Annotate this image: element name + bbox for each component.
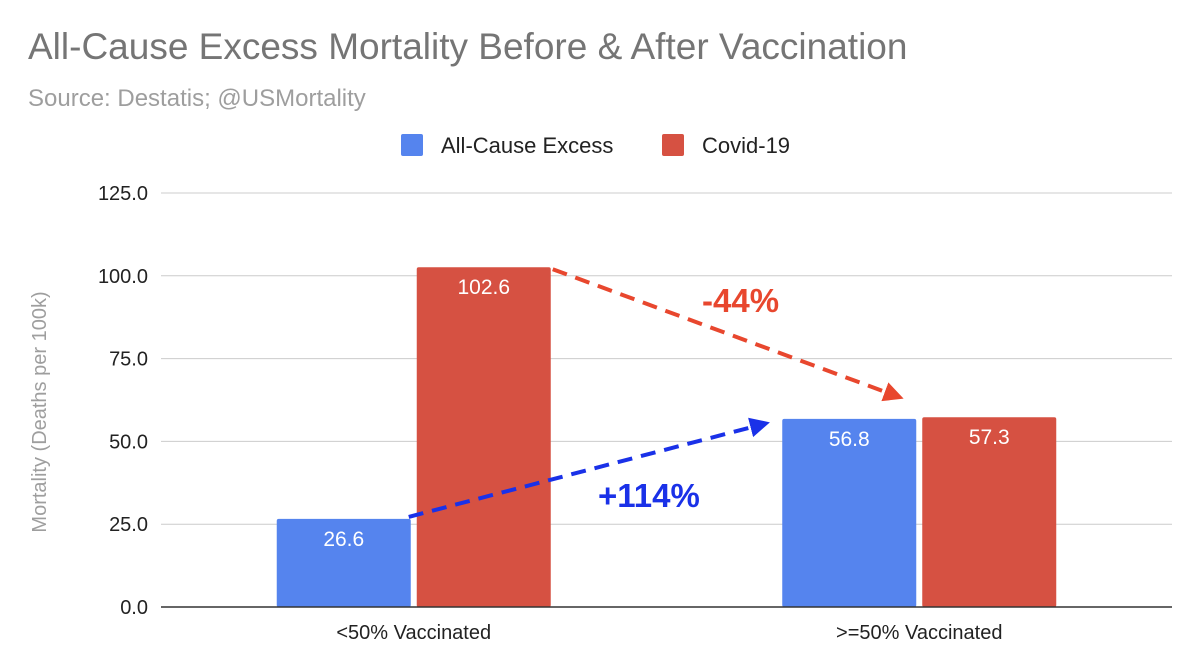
data-label: 102.6: [457, 276, 510, 299]
decline-annotation: -44%: [702, 282, 779, 319]
data-label: 57.3: [969, 426, 1010, 449]
data-label: 56.8: [829, 428, 870, 451]
growth-arrow: [408, 417, 770, 519]
bar-covid-19-at-least-50: [922, 417, 1057, 607]
x-tick-label: >=50% Vaccinated: [836, 622, 1002, 644]
y-tick-label: 125.0: [98, 183, 148, 205]
annotations: +114% -44%: [408, 267, 904, 519]
y-tick-label: 50.0: [109, 431, 148, 453]
bar-covid-19-below-50: [416, 267, 551, 607]
data-label: 26.6: [323, 528, 364, 551]
growth-annotation: +114%: [598, 477, 700, 514]
x-axis-ticks: <50% Vaccinated >=50% Vaccinated: [336, 622, 1002, 644]
bar-all-cause-excess-below-50: [276, 518, 411, 607]
legend: All-Cause Excess Covid-19: [401, 133, 790, 158]
chart-subtitle: Source: Destatis; @USMortality: [28, 85, 366, 112]
y-tick-label: 75.0: [109, 349, 148, 371]
legend-swatch-all-cause-excess: [401, 134, 423, 156]
legend-swatch-covid-19: [662, 134, 684, 156]
y-tick-label: 25.0: [109, 514, 148, 536]
legend-label-covid-19: Covid-19: [702, 133, 790, 158]
bars: [276, 267, 1057, 607]
bar-all-cause-excess-at-least-50: [782, 418, 917, 607]
y-tick-label: 100.0: [98, 266, 148, 288]
x-tick-label: <50% Vaccinated: [336, 622, 491, 644]
chart-title: All-Cause Excess Mortality Before & Afte…: [28, 26, 907, 67]
legend-label-all-cause-excess: All-Cause Excess: [441, 133, 613, 158]
y-axis-ticks: 0.0 25.0 50.0 75.0 100.0 125.0: [98, 183, 148, 619]
y-tick-label: 0.0: [120, 597, 148, 619]
bar-labels: 26.6 102.6 56.8 57.3: [323, 276, 1009, 551]
y-axis-label: Mortality (Deaths per 100k): [29, 291, 51, 532]
decline-arrow: [552, 267, 904, 402]
